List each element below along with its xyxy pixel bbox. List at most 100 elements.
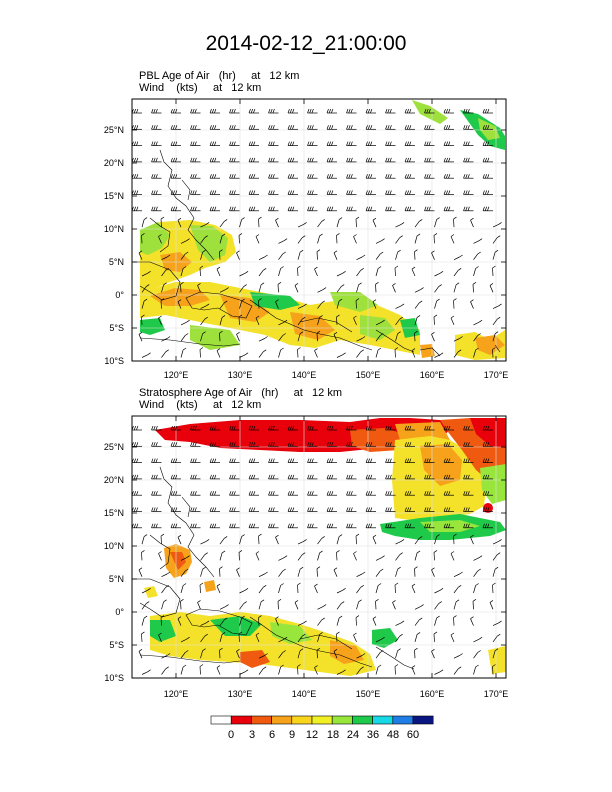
wind-barb-flag [190,425,193,431]
wind-barb-flag [426,108,429,114]
wind-barb-flag [463,474,466,480]
wind-barb-flag [143,615,148,619]
wind-barb-flag [394,265,399,269]
wind-barb-flag [426,174,429,179]
wind-barb-flag [348,125,351,130]
wind-barb [141,354,148,358]
wind-barb [333,252,338,260]
wind-barb-flag [248,523,251,528]
colorbar-label: 3 [249,729,255,741]
wind-barb [177,537,182,545]
wind-barb-flag [326,507,329,512]
wind-barb-flag [443,157,446,163]
wind-barb [197,285,201,293]
wind-barb-flag [397,331,401,334]
wind-barb-flag [350,523,353,528]
wind-barb-flag [244,669,249,673]
wind-barb-flag [289,125,293,130]
wind-barb-flag [248,108,251,114]
wind-barb [356,338,363,342]
wind-barb [219,568,221,577]
wind-barb [161,256,168,261]
wind-barb-flag [282,251,286,255]
bottom-lon-label: 160°E [420,689,445,699]
wind-barb-flag [389,474,392,480]
wind-barb [239,354,246,358]
wind-barb-flag [185,568,189,572]
wind-barb-flag [231,458,234,463]
wind-barb-flag [389,157,392,163]
wind-barb-flag [424,458,427,463]
wind-barb-flag [387,458,390,463]
wind-barb-flag [253,125,256,130]
wind-barb-flag [463,108,466,114]
wind-barb-flag [214,507,217,512]
wind-barb-flag [414,330,418,334]
wind-barb-flag [292,474,295,480]
top-lon-label: 170°E [484,370,509,380]
wind-barb-flag [209,206,212,211]
wind-barb-flag [475,347,479,351]
top-lat-label: 10°N [104,224,124,234]
wind-barb-flag [326,474,329,480]
wind-barb-flag [253,425,256,431]
wind-barb-flag [158,551,162,554]
wind-barb-flag [190,491,193,496]
bottom-lon-label: 170°E [484,689,509,699]
top-lon-label: 150°E [356,370,381,380]
wind-barb [492,252,496,260]
wind-barb-flag [397,648,401,651]
wind-barb-flag [307,474,310,480]
wind-barb-flag [400,303,405,307]
wind-barb-flag [370,108,373,114]
wind-barb-flag [221,550,226,554]
wind-barb-flag [458,268,462,271]
wind-barb-flag [211,491,215,496]
colorbar-label: 0 [228,729,234,741]
wind-barb-flag [229,108,232,114]
wind-barb-flag [292,206,295,211]
wind-barb-flag [192,425,195,431]
wind-barb [317,606,324,610]
wind-barb-flag [328,523,332,528]
wind-barb-flag [216,583,221,587]
wind-barb-flag [448,174,451,179]
wind-barb-flag [319,315,323,318]
wind-barb-flag [224,536,228,539]
wind-barb-flag [467,108,470,114]
bottom-lat-label: 0° [115,607,124,617]
wind-barb-flag [416,233,421,237]
wind-barb-flag [448,190,451,195]
wind-barb-flag [445,458,449,463]
wind-barb-flag [387,141,390,146]
wind-barb [492,224,499,228]
wind-barb-flag [170,157,173,163]
wind-barb [414,552,418,561]
wind-barb [297,541,304,545]
wind-barb-flag [497,235,501,238]
wind-barb-flag [153,141,156,146]
wind-barb-flag [498,222,502,225]
wind-barb [278,321,285,326]
wind-barb-flag [409,442,412,447]
wind-barb-flag [338,298,343,302]
wind-barb [492,237,498,244]
wind-barb-flag [253,141,256,146]
wind-barb-flag [244,271,249,274]
wind-barb-flag [253,507,256,512]
wind-barb-flag [385,491,388,496]
colorbar-label: 24 [347,729,359,741]
colorbar-label: 9 [289,729,295,741]
wind-barb-flag [360,349,364,353]
wind-barb-flag [342,669,346,673]
wind-barb [470,220,474,228]
wind-barb [492,635,498,643]
wind-barb [470,618,474,626]
wind-barb-flag [180,282,184,285]
wind-barb [216,350,221,358]
wind-barb-flag [280,347,284,351]
wind-barb-flag [275,534,279,538]
wind-barb-flag [346,141,349,146]
top-wind-barbs [131,108,502,358]
wind-barb [161,351,166,358]
